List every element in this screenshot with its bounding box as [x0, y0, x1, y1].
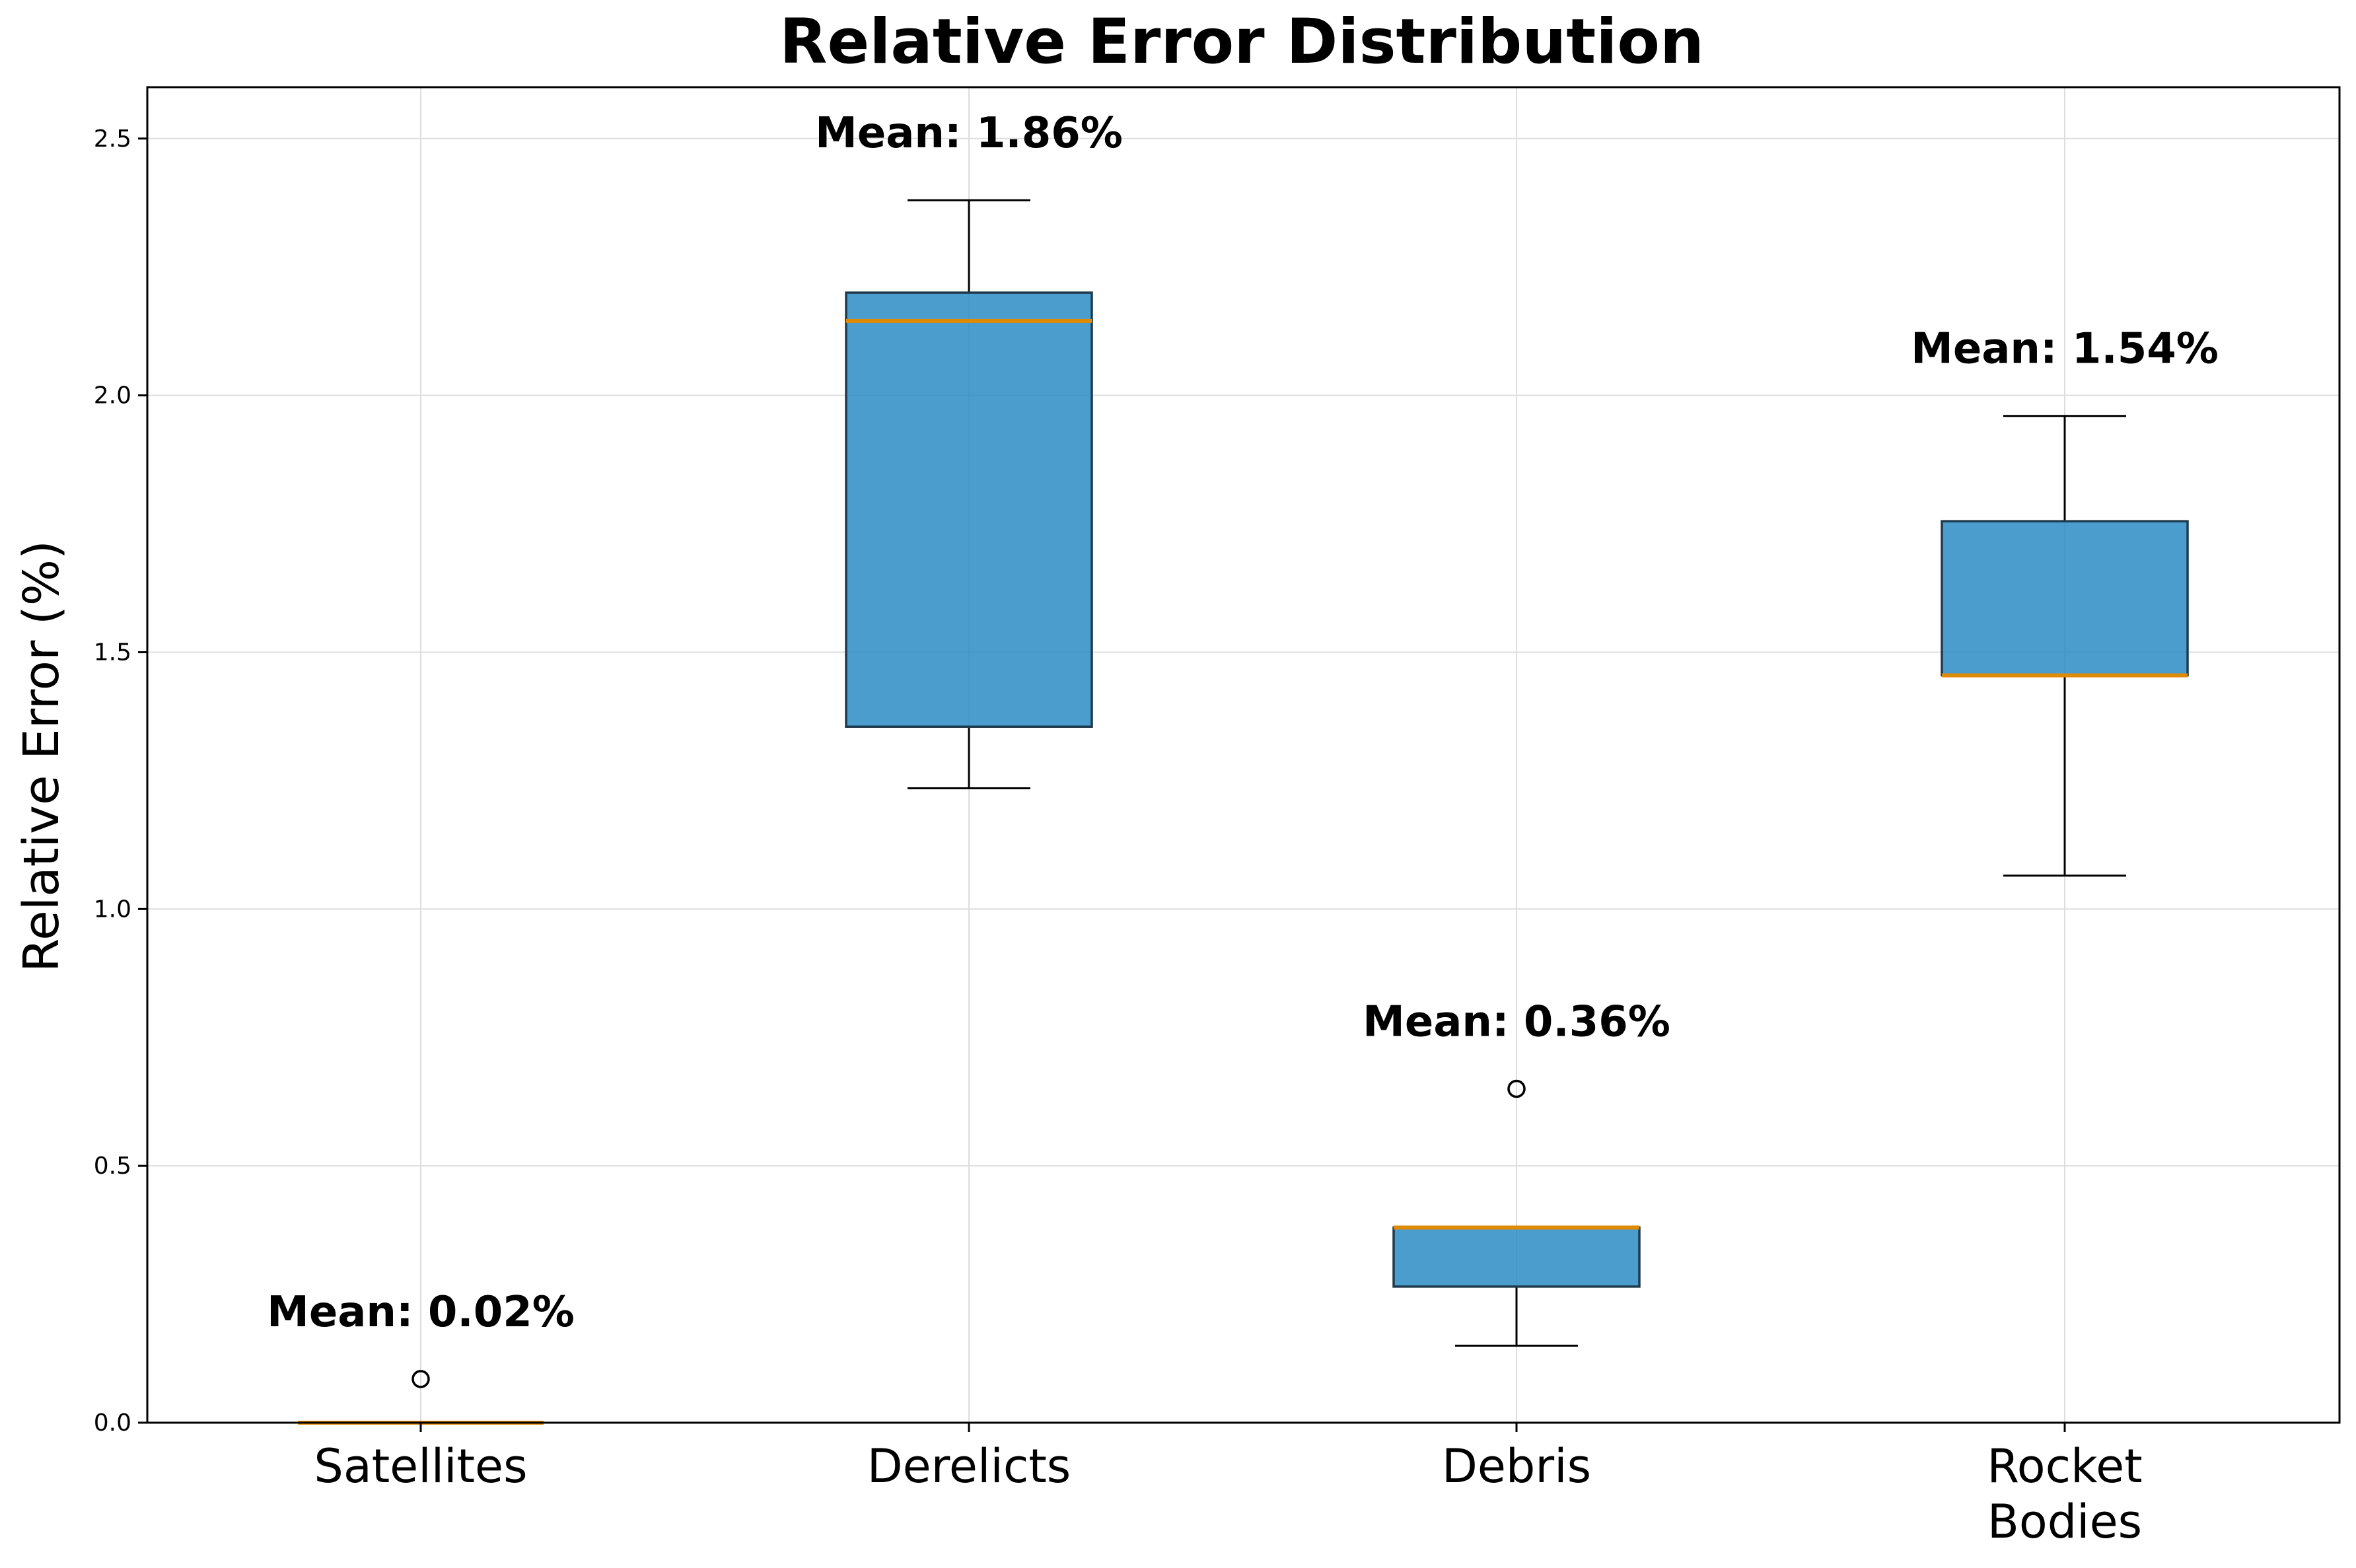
mean-label: Mean: 0.02% — [267, 1288, 575, 1337]
box-group — [845, 199, 1093, 790]
plot-frame — [146, 86, 2341, 1424]
box-iqr — [1941, 520, 2189, 677]
y-tick-label: 0.0 — [94, 1409, 131, 1437]
chart-title: Relative Error Distribution — [779, 6, 1704, 78]
y-tick-label: 0.5 — [94, 1153, 131, 1180]
x-tick-label: Satellites — [314, 1439, 527, 1493]
box-group — [1941, 415, 2189, 877]
mean-labels-layer: Mean: 0.02% Mean: 1.86% Mean: 0.36% Mean: 1… — [267, 109, 2219, 1337]
boxes-layer — [298, 199, 2189, 1425]
grid-lines — [147, 87, 2339, 1423]
y-tick-label: 1.5 — [94, 639, 131, 666]
outlier-point — [1507, 1079, 1526, 1098]
x-tick-label: Debris — [1442, 1439, 1591, 1493]
x-axis-ticks: Satellites Derelicts Debris Rocket Bodies — [314, 1423, 2143, 1549]
mean-label: Mean: 1.86% — [815, 109, 1123, 158]
mean-label: Mean: 1.54% — [1911, 325, 2219, 374]
y-tick-label: 2.5 — [94, 125, 131, 153]
y-axis-ticks: 0.0 0.5 1.0 1.5 2.0 2.5 — [94, 125, 147, 1437]
mean-label: Mean: 0.36% — [1363, 998, 1670, 1047]
x-tick-label: Rocket Bodies — [1987, 1439, 2142, 1549]
box-iqr — [845, 291, 1093, 728]
y-tick-label: 1.0 — [94, 896, 131, 923]
y-axis-label: Relative Error (%) — [13, 540, 70, 972]
y-tick-label: 2.0 — [94, 382, 131, 410]
box-group — [1392, 1079, 1641, 1347]
outlier-point — [411, 1370, 430, 1388]
box-iqr — [1392, 1226, 1641, 1288]
x-tick-label: Derelicts — [867, 1439, 1071, 1493]
